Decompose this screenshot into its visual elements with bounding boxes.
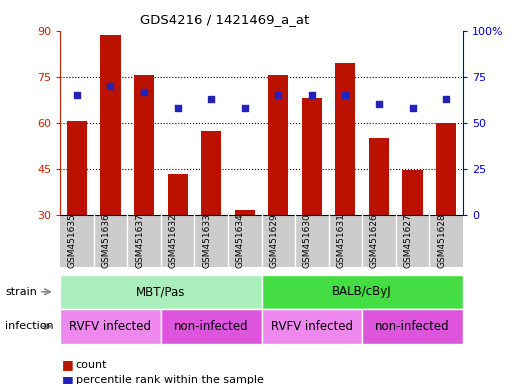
Text: RVFV infected: RVFV infected bbox=[271, 320, 353, 333]
Text: percentile rank within the sample: percentile rank within the sample bbox=[76, 375, 264, 384]
Text: GDS4216 / 1421469_a_at: GDS4216 / 1421469_a_at bbox=[140, 13, 310, 26]
Point bbox=[442, 96, 450, 102]
Text: GSM451635: GSM451635 bbox=[68, 214, 77, 268]
Text: GSM451633: GSM451633 bbox=[202, 214, 211, 268]
Point bbox=[174, 105, 182, 111]
Text: GSM451630: GSM451630 bbox=[303, 214, 312, 268]
Bar bbox=[100, 35, 120, 215]
Text: count: count bbox=[76, 360, 107, 370]
Point bbox=[140, 88, 148, 94]
Point bbox=[375, 101, 383, 108]
Bar bbox=[335, 63, 356, 215]
Point bbox=[341, 92, 349, 98]
Point bbox=[73, 92, 81, 98]
Bar bbox=[436, 123, 456, 215]
Text: non-infected: non-infected bbox=[174, 320, 248, 333]
Text: GSM451631: GSM451631 bbox=[336, 214, 345, 268]
Text: ■: ■ bbox=[62, 374, 74, 384]
Bar bbox=[201, 131, 221, 215]
Bar bbox=[268, 75, 288, 215]
Bar bbox=[403, 170, 423, 215]
Bar bbox=[302, 98, 322, 215]
Text: GSM451628: GSM451628 bbox=[437, 214, 446, 268]
Bar bbox=[235, 210, 255, 215]
Text: GSM451634: GSM451634 bbox=[236, 214, 245, 268]
Point bbox=[207, 96, 215, 102]
Text: infection: infection bbox=[5, 321, 54, 331]
Text: ■: ■ bbox=[62, 358, 74, 371]
Text: GSM451627: GSM451627 bbox=[404, 214, 413, 268]
Point bbox=[241, 105, 249, 111]
Text: MBT/Pas: MBT/Pas bbox=[136, 285, 186, 298]
Bar bbox=[67, 121, 87, 215]
Point bbox=[408, 105, 417, 111]
Text: non-infected: non-infected bbox=[375, 320, 450, 333]
Bar bbox=[134, 75, 154, 215]
Point bbox=[106, 83, 115, 89]
Text: GSM451637: GSM451637 bbox=[135, 214, 144, 268]
Text: BALB/cByJ: BALB/cByJ bbox=[332, 285, 392, 298]
Text: GSM451636: GSM451636 bbox=[101, 214, 110, 268]
Point bbox=[308, 92, 316, 98]
Bar bbox=[167, 174, 188, 215]
Text: RVFV infected: RVFV infected bbox=[70, 320, 152, 333]
Bar bbox=[369, 138, 389, 215]
Text: GSM451632: GSM451632 bbox=[168, 214, 178, 268]
Text: GSM451626: GSM451626 bbox=[370, 214, 379, 268]
Point bbox=[274, 92, 282, 98]
Text: strain: strain bbox=[5, 287, 37, 297]
Text: GSM451629: GSM451629 bbox=[269, 214, 278, 268]
